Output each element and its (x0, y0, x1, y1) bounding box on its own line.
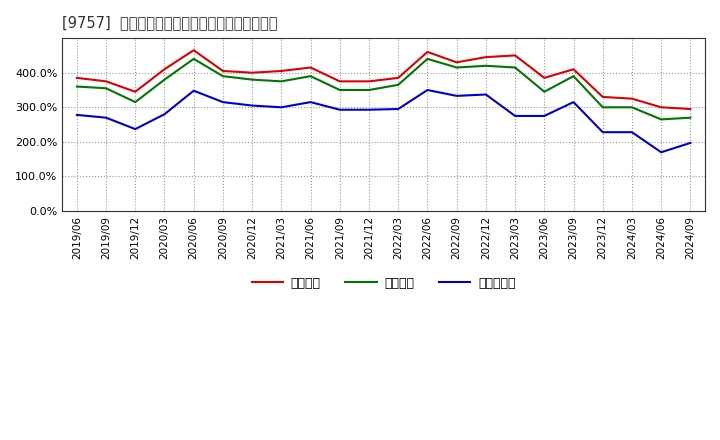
現預金比率 (73, 112, 81, 117)
Legend: 流動比率, 当座比率, 現預金比率: 流動比率, 当座比率, 現預金比率 (247, 272, 521, 295)
現預金比率 (277, 105, 286, 110)
当座比率 (657, 117, 665, 122)
流動比率 (189, 48, 198, 53)
流動比率 (394, 75, 402, 81)
当座比率 (131, 99, 140, 105)
現預金比率 (160, 112, 168, 117)
流動比率 (686, 106, 695, 112)
当座比率 (540, 89, 549, 94)
現預金比率 (423, 88, 432, 93)
現預金比率 (657, 150, 665, 155)
流動比率 (219, 68, 228, 73)
流動比率 (336, 79, 344, 84)
Text: [9757]  流動比率、当座比率、現預金比率の推移: [9757] 流動比率、当座比率、現預金比率の推移 (62, 15, 278, 30)
流動比率 (598, 94, 607, 99)
現預金比率 (189, 88, 198, 93)
現預金比率 (686, 140, 695, 146)
流動比率 (365, 79, 374, 84)
現預金比率 (570, 99, 578, 105)
現預金比率 (628, 129, 636, 135)
流動比率 (482, 55, 490, 60)
Line: 流動比率: 流動比率 (77, 50, 690, 109)
現預金比率 (394, 106, 402, 112)
現預金比率 (219, 99, 228, 105)
現預金比率 (540, 114, 549, 119)
当座比率 (160, 77, 168, 82)
当座比率 (510, 65, 519, 70)
現預金比率 (336, 107, 344, 112)
流動比率 (657, 105, 665, 110)
流動比率 (452, 60, 461, 65)
流動比率 (160, 66, 168, 72)
当座比率 (248, 77, 256, 82)
Line: 当座比率: 当座比率 (77, 59, 690, 119)
当座比率 (628, 105, 636, 110)
当座比率 (570, 73, 578, 79)
当座比率 (306, 73, 315, 79)
現預金比率 (452, 93, 461, 99)
現預金比率 (306, 99, 315, 105)
当座比率 (598, 105, 607, 110)
現預金比率 (598, 129, 607, 135)
流動比率 (73, 75, 81, 81)
現預金比率 (248, 103, 256, 108)
流動比率 (248, 70, 256, 75)
当座比率 (686, 115, 695, 120)
流動比率 (570, 66, 578, 72)
Line: 現預金比率: 現預金比率 (77, 90, 690, 152)
当座比率 (394, 82, 402, 88)
当座比率 (452, 65, 461, 70)
現預金比率 (482, 92, 490, 97)
流動比率 (628, 96, 636, 101)
当座比率 (73, 84, 81, 89)
当座比率 (189, 56, 198, 62)
当座比率 (219, 73, 228, 79)
流動比率 (540, 75, 549, 81)
流動比率 (277, 68, 286, 73)
当座比率 (336, 88, 344, 93)
流動比率 (131, 89, 140, 94)
流動比率 (102, 79, 110, 84)
当座比率 (423, 56, 432, 62)
現預金比率 (365, 107, 374, 112)
当座比率 (365, 88, 374, 93)
当座比率 (277, 79, 286, 84)
流動比率 (423, 49, 432, 55)
現預金比率 (131, 126, 140, 132)
当座比率 (482, 63, 490, 69)
現預金比率 (102, 115, 110, 120)
当座比率 (102, 86, 110, 91)
流動比率 (510, 53, 519, 58)
現預金比率 (510, 114, 519, 119)
流動比率 (306, 65, 315, 70)
